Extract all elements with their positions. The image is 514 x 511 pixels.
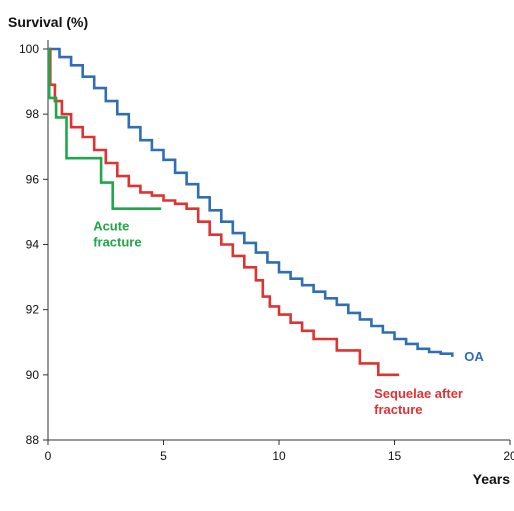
x-tick-label: 20 <box>503 449 514 463</box>
series-label-oa: OA <box>464 349 484 364</box>
x-tick-label: 0 <box>45 449 52 463</box>
y-tick-label: 88 <box>26 433 40 447</box>
series-label-acute: Acute fracture <box>93 219 141 250</box>
series-layer <box>47 47 454 377</box>
series-line-oa <box>48 47 454 357</box>
axes: 0 5 10 15 20 88 90 92 94 96 98 100 <box>19 40 514 463</box>
y-tick-label: 98 <box>26 107 40 121</box>
series-label-line: fracture <box>93 235 141 250</box>
x-tick-label: 5 <box>160 449 167 463</box>
y-tick-label: 100 <box>19 42 39 56</box>
y-tick-label: 92 <box>26 303 40 317</box>
series-label-line: fracture <box>374 402 422 417</box>
x-tick-label: 10 <box>272 449 286 463</box>
y-tick-label: 96 <box>26 172 40 186</box>
series-line-sequelae <box>48 47 400 377</box>
x-tick-label: 15 <box>388 449 402 463</box>
series-label-sequelae: Sequelae after fracture <box>374 386 463 417</box>
series-label-line: Acute <box>93 219 129 234</box>
series-label-line: OA <box>464 349 484 364</box>
y-tick-label: 90 <box>26 368 40 382</box>
series-line-acute <box>47 47 162 210</box>
x-axis-title: Years <box>473 471 511 487</box>
y-tick-label: 94 <box>26 238 40 252</box>
y-axis-title: Survival (%) <box>8 14 88 30</box>
series-label-line: Sequelae after <box>374 386 463 401</box>
